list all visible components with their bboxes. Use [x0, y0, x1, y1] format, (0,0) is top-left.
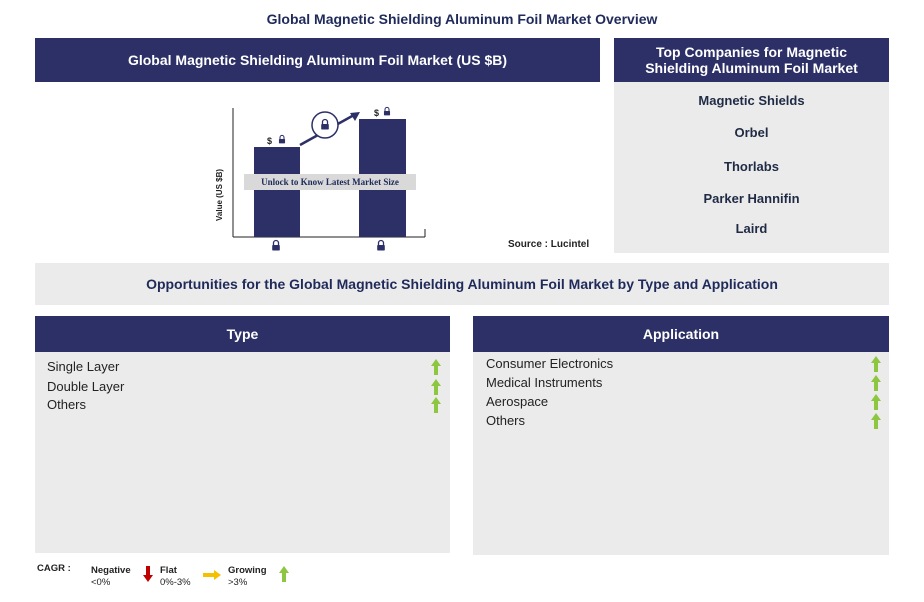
lock-shackle: [384, 106, 390, 111]
down-arrow: [143, 566, 153, 582]
type-item: Others: [47, 397, 87, 412]
trend-arrow-head: [350, 112, 360, 121]
opportunities-title: Opportunities for the Global Magnetic Sh…: [35, 263, 889, 305]
lock-icon: [321, 118, 329, 130]
lock-icon: [377, 239, 385, 251]
arrow-shape: [431, 379, 441, 395]
application-panel: [473, 352, 889, 555]
arrow-shape: [871, 375, 881, 391]
y-axis-label: Value (US $B): [215, 169, 224, 221]
currency-label: $: [374, 108, 379, 118]
currency-label: $: [267, 136, 272, 146]
type-item: Double Layer: [47, 379, 125, 394]
lock-shackle: [321, 118, 329, 124]
lock-icon: [272, 239, 280, 251]
market-panel-title: Global Magnetic Shielding Aluminum Foil …: [35, 38, 600, 82]
lock-icon: [383, 106, 391, 116]
legend-flat: Flat: [160, 565, 177, 576]
legend-negative: Negative: [91, 565, 131, 576]
lock-body: [321, 124, 329, 130]
market-chart: Value (US $B) $ $ Unlock to Know Latest …: [215, 106, 426, 251]
overlay-text: Unlock to Know Latest Market Size: [261, 177, 399, 187]
lock-body: [383, 111, 391, 116]
legend-label: CAGR :: [37, 563, 71, 574]
application-item: Consumer Electronics: [486, 356, 614, 371]
lock-body: [278, 139, 286, 144]
growth-arrow: [871, 413, 881, 429]
company-name: Thorlabs: [724, 159, 779, 174]
company-name: Orbel: [734, 125, 769, 140]
lock-icon: [278, 134, 286, 144]
arrow-shape: [871, 394, 881, 410]
legend-growing: Growing: [228, 565, 267, 576]
type-title: Type: [35, 316, 450, 352]
companies-panel: [614, 82, 889, 253]
arrow-shape: [431, 359, 441, 375]
type-item: Single Layer: [47, 359, 120, 374]
growth-arrow: [871, 375, 881, 391]
growth-arrow: [431, 379, 441, 395]
overlay-band: [244, 174, 416, 190]
lock-shackle: [272, 239, 280, 245]
arrow-shape: [431, 397, 441, 413]
type-panel: [35, 352, 450, 553]
locked-bar: [254, 147, 300, 237]
page-title: Global Magnetic Shielding Aluminum Foil …: [266, 11, 658, 27]
application-item: Medical Instruments: [486, 375, 603, 390]
lock-shackle: [279, 134, 285, 139]
growth-arrow: [871, 356, 881, 372]
legend-flat-range: 0%-3%: [160, 577, 191, 588]
company-name: Parker Hannifin: [703, 191, 800, 206]
growth-arrow: [871, 394, 881, 410]
lock-body: [377, 245, 385, 251]
company-name: Magnetic Shields: [698, 93, 805, 108]
arrow-shape: [871, 356, 881, 372]
company-name: Laird: [735, 221, 768, 236]
legend-negative-range: <0%: [91, 577, 111, 588]
application-item: Aerospace: [486, 394, 549, 409]
application-title: Application: [473, 316, 889, 352]
arrow-shape: [871, 413, 881, 429]
up-arrow: [279, 566, 289, 582]
flat-arrow: [203, 570, 221, 580]
growth-arrow: [431, 397, 441, 413]
application-item: Others: [486, 413, 526, 428]
lock-body: [272, 245, 280, 251]
growth-arrow: [431, 359, 441, 375]
companies-title: Top Companies for Magnetic Shielding Alu…: [614, 38, 889, 82]
legend-growing-range: >3%: [228, 577, 248, 588]
source: Source : Lucintel: [508, 239, 590, 250]
lock-shackle: [377, 239, 385, 245]
